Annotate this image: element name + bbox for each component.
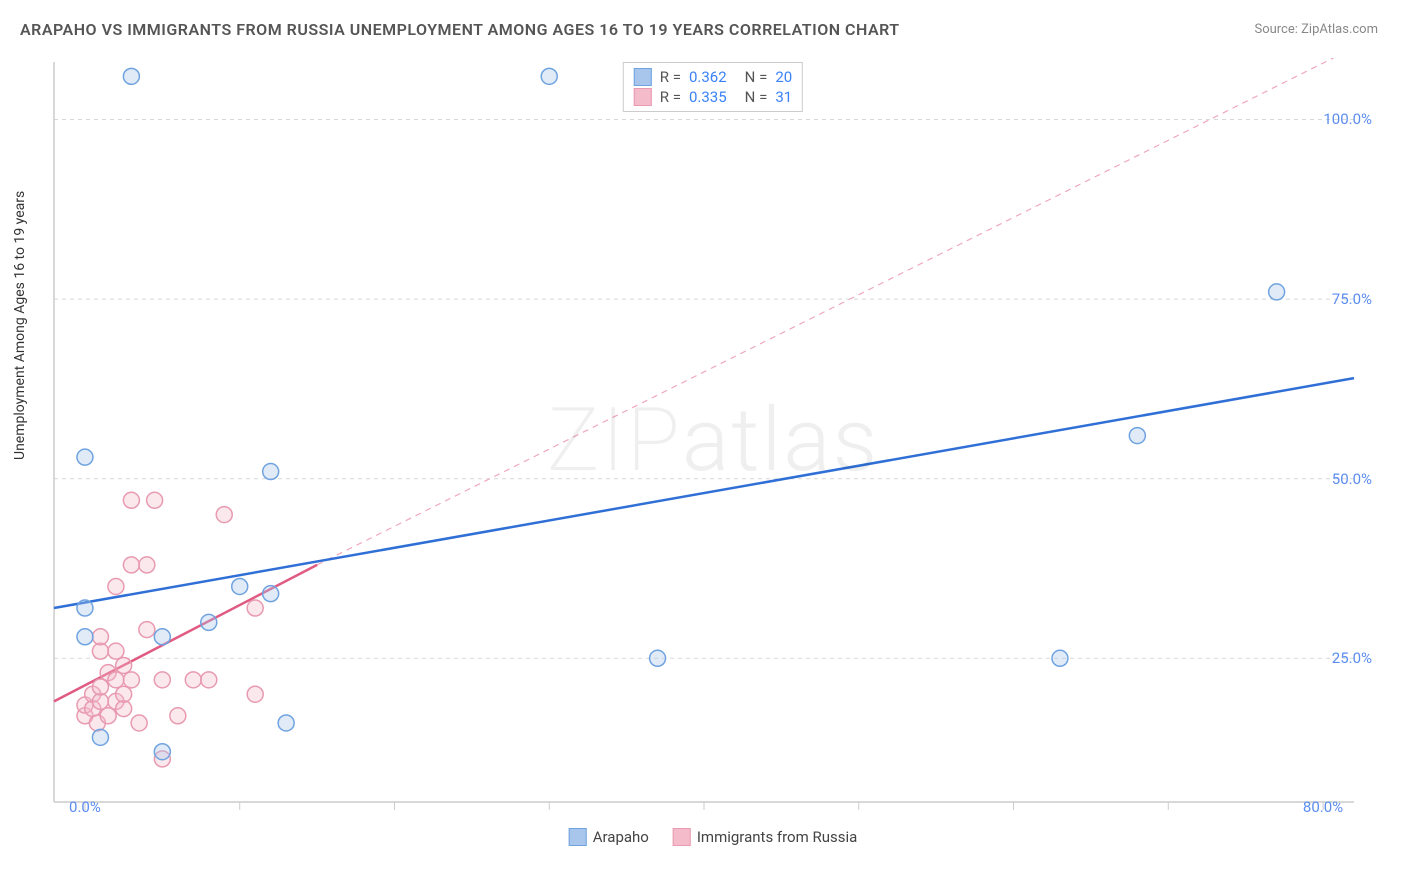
x-tick-label: 0.0% bbox=[69, 798, 101, 816]
legend-item-russia: Immigrants from Russia bbox=[673, 828, 857, 846]
swatch-arapaho bbox=[569, 828, 587, 846]
x-tick-label: 80.0% bbox=[1303, 798, 1343, 816]
r-label: R = bbox=[660, 88, 681, 106]
source-label: Source: ZipAtlas.com bbox=[1254, 22, 1378, 37]
swatch-russia bbox=[673, 828, 691, 846]
chart-title: ARAPAHO VS IMMIGRANTS FROM RUSSIA UNEMPL… bbox=[20, 20, 900, 39]
n-label: N = bbox=[745, 88, 768, 106]
correlation-legend: R = 0.362 N = 20 R = 0.335 N = 31 bbox=[623, 62, 803, 112]
r-value-russia: 0.335 bbox=[689, 88, 727, 106]
legend-label-russia: Immigrants from Russia bbox=[697, 828, 857, 846]
legend-row-russia: R = 0.335 N = 31 bbox=[634, 87, 792, 107]
scatter-plot bbox=[46, 58, 1380, 848]
y-axis-label: Unemployment Among Ages 16 to 19 years bbox=[12, 191, 28, 460]
legend-label-arapaho: Arapaho bbox=[593, 828, 649, 846]
r-value-arapaho: 0.362 bbox=[689, 68, 727, 86]
n-value-arapaho: 20 bbox=[775, 68, 792, 86]
legend-item-arapaho: Arapaho bbox=[569, 828, 649, 846]
swatch-russia bbox=[634, 88, 652, 106]
r-label: R = bbox=[660, 68, 681, 86]
swatch-arapaho bbox=[634, 68, 652, 86]
y-tick-label: 100.0% bbox=[1323, 110, 1372, 128]
series-legend: Arapaho Immigrants from Russia bbox=[569, 828, 858, 846]
chart-container: ZIPatlas R = 0.362 N = 20 R = 0.335 N = … bbox=[46, 58, 1380, 848]
n-value-russia: 31 bbox=[775, 88, 792, 106]
n-label: N = bbox=[745, 68, 768, 86]
legend-row-arapaho: R = 0.362 N = 20 bbox=[634, 67, 792, 87]
y-tick-label: 25.0% bbox=[1332, 649, 1372, 667]
y-tick-label: 75.0% bbox=[1332, 290, 1372, 308]
y-tick-label: 50.0% bbox=[1332, 470, 1372, 488]
